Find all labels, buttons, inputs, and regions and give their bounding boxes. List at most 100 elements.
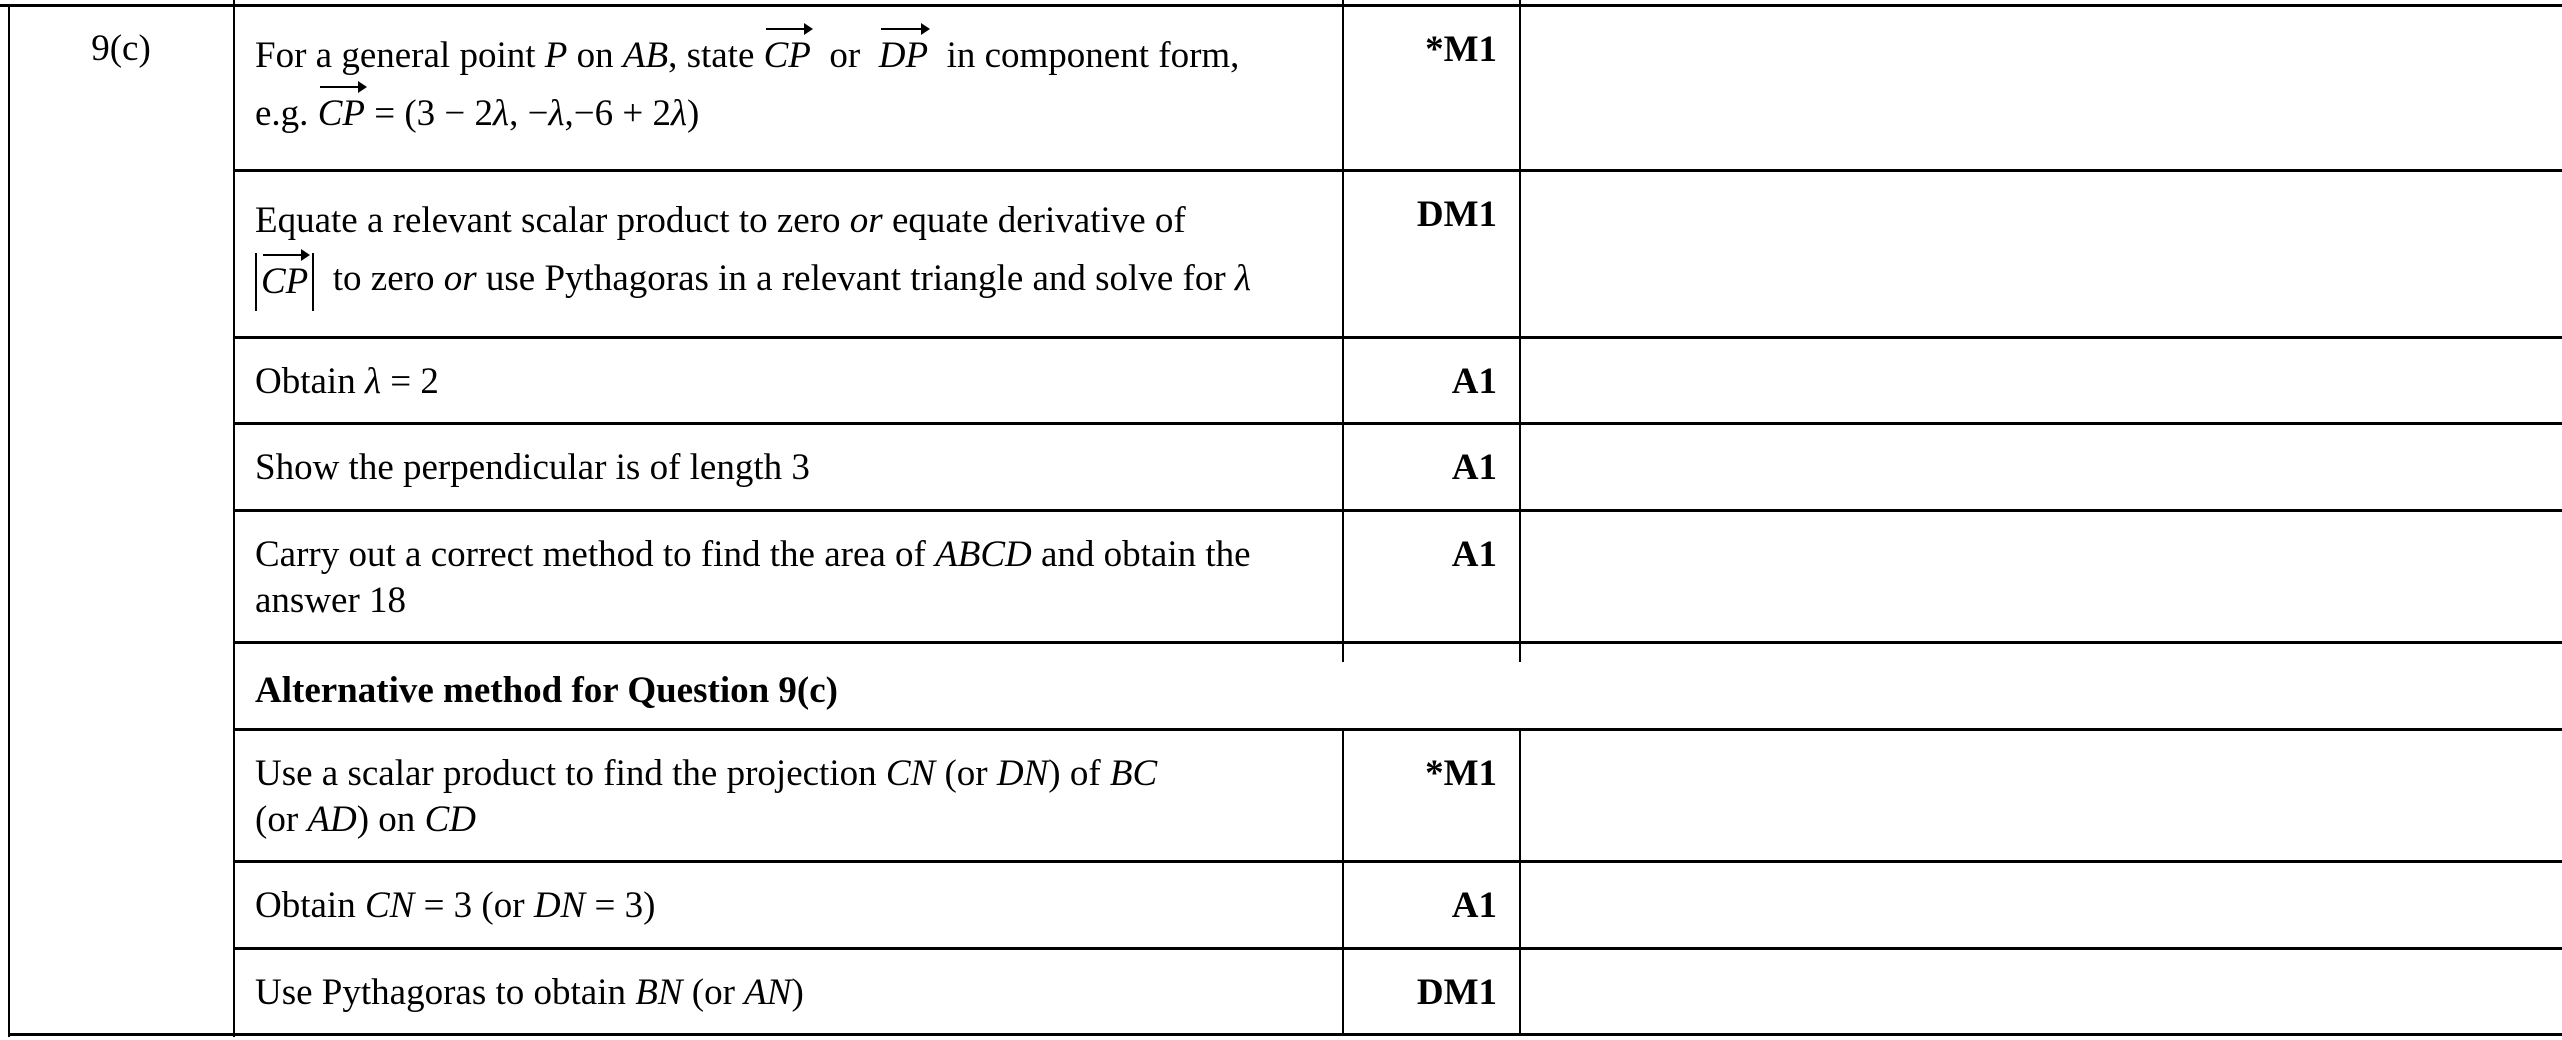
math-variable: BN — [635, 972, 683, 1013]
text-run: equate derivative of — [882, 200, 1186, 241]
column-divider — [1342, 170, 1344, 337]
column-divider — [1342, 642, 1344, 662]
vector-notation: CP — [261, 248, 311, 311]
column-divider — [1342, 861, 1344, 948]
math-variable: AD — [307, 799, 357, 840]
math-variable: DN — [533, 885, 586, 926]
column-divider — [1519, 861, 1521, 948]
column-divider — [1342, 5, 1344, 170]
column-divider — [1519, 337, 1521, 423]
column-divider — [233, 0, 235, 1037]
text-run: Equate a relevant scalar product to zero — [255, 200, 850, 241]
math-variable: DN — [996, 753, 1049, 794]
math-variable: ABCD — [935, 534, 1032, 575]
row-description: Use Pythagoras to obtain BN (or AN) — [255, 970, 1335, 1016]
mark-code: A1 — [1451, 534, 1497, 575]
math-variable: CD — [424, 799, 476, 840]
text-run: ) of — [1048, 753, 1110, 794]
text-run: (or — [935, 753, 997, 794]
text-run: For a general point — [255, 35, 545, 76]
text-run: Show the perpendicular is of length 3 — [255, 447, 810, 488]
text-run: Carry out a correct method to find the a… — [255, 534, 936, 575]
column-divider — [1519, 729, 1521, 861]
text-run: Use a scalar product to find the project… — [255, 753, 886, 794]
column-divider — [1342, 337, 1344, 423]
column-divider — [1519, 948, 1521, 1034]
row-divider — [234, 509, 2562, 512]
text-run: = 3) — [585, 885, 656, 926]
mark-code: A1 — [1451, 447, 1497, 488]
column-divider — [1342, 729, 1344, 861]
column-divider — [1519, 642, 1521, 662]
column-divider — [1342, 0, 1344, 5]
row-description: Obtain λ = 2 — [255, 359, 1335, 405]
text-run: = 2 — [380, 361, 439, 402]
row-divider — [234, 947, 2562, 950]
vector-notation: CP — [764, 23, 814, 85]
math-variable: CN — [364, 885, 415, 926]
text-run: (or — [682, 972, 745, 1013]
text-run: use Pythagoras in a relevant triangle an… — [476, 258, 1235, 299]
math-variable: λ — [493, 93, 510, 134]
column-divider — [1519, 170, 1521, 337]
text-run: or — [810, 35, 879, 76]
text-run: , − — [509, 93, 549, 134]
mark-code: A1 — [1451, 361, 1497, 402]
text-run: answer 18 — [255, 580, 407, 621]
text-run: = (3 − 2 — [364, 93, 494, 134]
row-divider — [234, 169, 2562, 172]
row-description: Show the perpendicular is of length 3 — [255, 445, 1335, 491]
row-divider — [234, 422, 2562, 425]
text-run: to zero — [314, 258, 444, 299]
vector-notation: DP — [879, 23, 931, 85]
text-run: in component form, — [928, 35, 1240, 76]
text-run: e.g. — [255, 93, 318, 134]
text-run: Obtain — [255, 361, 365, 402]
text-run: = 3 (or — [414, 885, 534, 926]
row-divider — [234, 860, 2562, 863]
row-description: Use a scalar product to find the project… — [255, 751, 1335, 843]
mark-code: DM1 — [1416, 972, 1497, 1013]
math-variable: λ — [1234, 258, 1251, 299]
table-top-border — [0, 4, 2562, 7]
math-variable: P — [544, 35, 568, 76]
math-variable: λ — [670, 93, 687, 134]
text-run: and obtain the — [1031, 534, 1251, 575]
math-variable: or — [443, 258, 477, 299]
text-run: ,−6 + 2 — [564, 93, 671, 134]
column-divider — [1519, 0, 1521, 5]
text-run: Alternative method for Question 9(c) — [255, 670, 838, 711]
row-description: Carry out a correct method to find the a… — [255, 532, 1335, 624]
question-number: 9(c) — [91, 28, 151, 69]
row-divider — [234, 728, 2562, 731]
vector-notation: CP — [318, 81, 368, 143]
text-run: ) — [791, 972, 804, 1013]
mark-code: *M1 — [1425, 753, 1497, 794]
table-bottom-border — [8, 1033, 2562, 1036]
row-description: Obtain CN = 3 (or DN = 3) — [255, 883, 1335, 929]
row-divider — [234, 641, 2562, 644]
row-description: For a general point P on AB, state CP or… — [255, 23, 1335, 143]
mark-code: DM1 — [1416, 194, 1497, 235]
math-variable: CN — [885, 753, 936, 794]
text-run: Obtain — [255, 885, 365, 926]
row-description: Equate a relevant scalar product to zero… — [255, 192, 1335, 311]
math-variable: λ — [364, 361, 381, 402]
vector-magnitude: CP — [255, 248, 315, 311]
column-divider — [1519, 423, 1521, 510]
text-run: (or — [255, 799, 308, 840]
text-run: Use Pythagoras to obtain — [255, 972, 636, 1013]
text-run: , state — [668, 35, 764, 76]
row-divider — [234, 336, 2562, 339]
column-divider — [1519, 5, 1521, 170]
column-divider — [1519, 510, 1521, 642]
math-variable: AB — [622, 35, 669, 76]
math-variable: BC — [1109, 753, 1158, 794]
alternative-method-heading: Alternative method for Question 9(c) — [255, 668, 1335, 714]
mark-code: *M1 — [1425, 29, 1497, 70]
column-divider — [1342, 510, 1344, 642]
mark-code: A1 — [1451, 885, 1497, 926]
math-variable: AN — [744, 972, 792, 1013]
column-divider — [1342, 948, 1344, 1034]
math-variable: λ — [548, 93, 565, 134]
